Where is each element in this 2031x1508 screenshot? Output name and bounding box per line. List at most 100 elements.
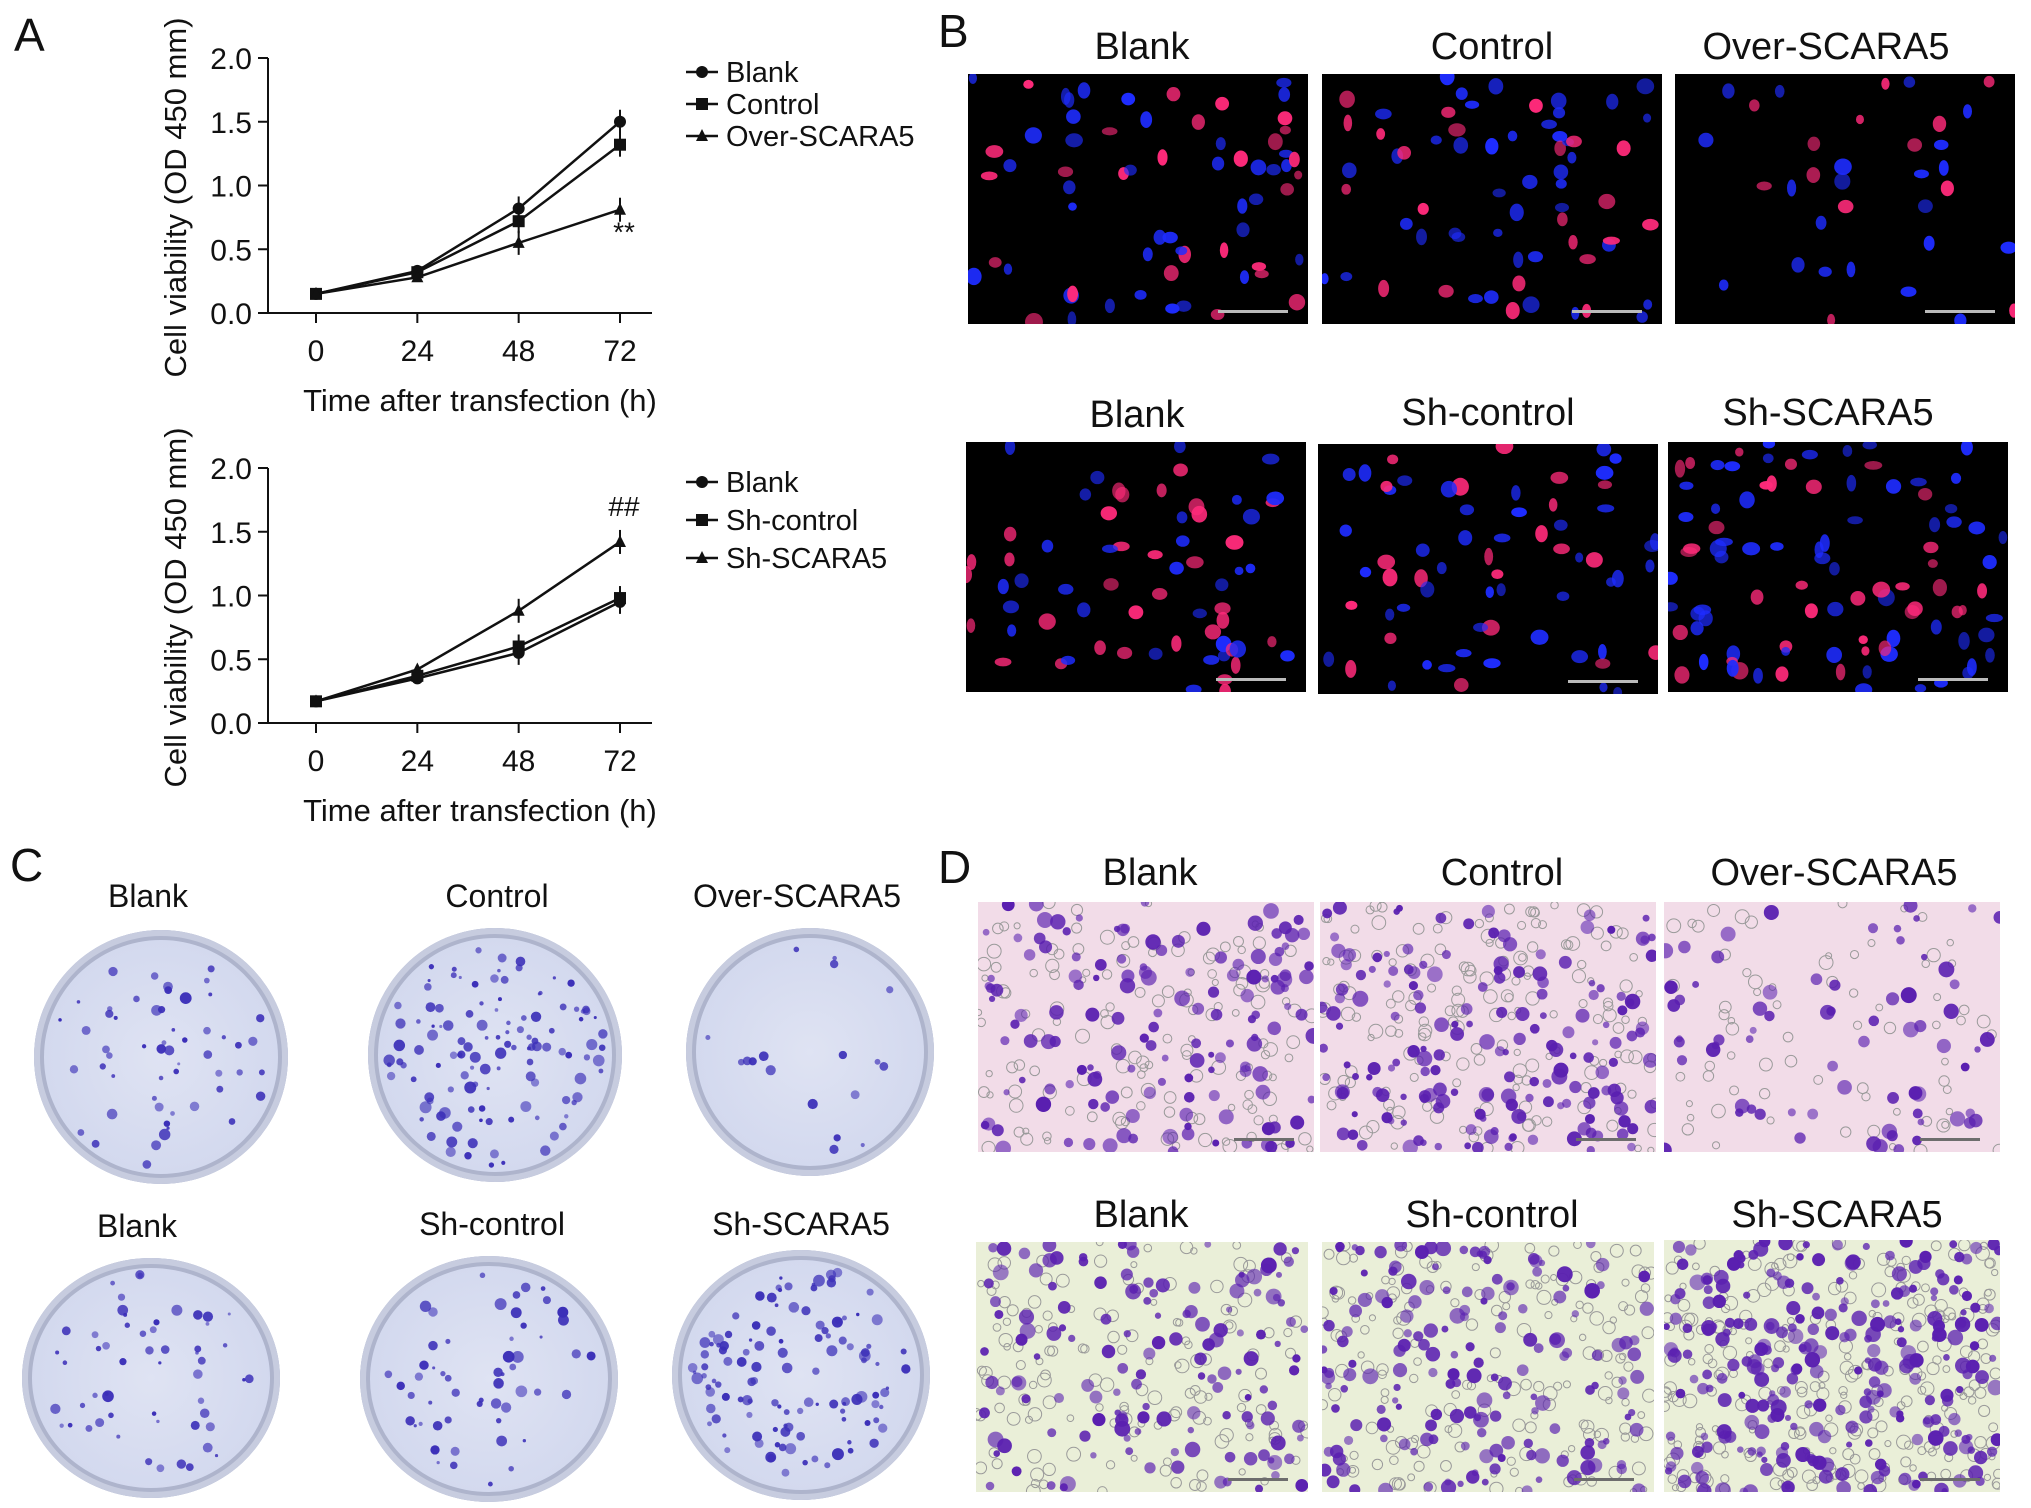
stained-cell [1715,1332,1730,1347]
colony-dot [552,976,556,980]
stained-cell [1953,1275,1963,1285]
cell-nucleus [1846,261,1856,278]
stained-cell [995,1386,1005,1396]
stained-cell [1961,1290,1973,1302]
stained-cell [1224,1451,1236,1463]
stained-cell [1478,1245,1491,1258]
membrane-pore [1042,1310,1053,1321]
membrane-pore [1525,1058,1540,1073]
cell-nucleus [1900,286,1917,297]
stained-cell [1290,1115,1305,1130]
membrane-pore [1618,1301,1629,1312]
membrane-pore [1136,1101,1146,1111]
colony-dot [826,1278,837,1288]
stained-cell [1488,927,1500,939]
membrane-pore [1458,961,1470,973]
stained-cell [1374,1245,1387,1259]
stained-cell [1588,989,1599,1001]
membrane-pore [1530,907,1540,918]
colony-dot [780,1426,791,1437]
colony-dot [829,1399,839,1409]
colony-dot [472,1081,479,1088]
colony-dot [207,965,215,973]
colony-dot [489,1149,499,1159]
stained-cell [1195,1316,1210,1332]
stained-cell [1934,1482,1949,1492]
micrograph-texture [384,1272,596,1487]
stained-cell [1322,1345,1328,1354]
stained-cell [1046,1326,1062,1341]
stained-cell [1616,1128,1629,1141]
colony-dot [235,1041,242,1049]
membrane-pore [1464,964,1477,977]
cell-nucleus [1068,202,1077,211]
stained-cell [1300,1325,1308,1333]
stained-cell [1796,1253,1804,1261]
membrane-pore [1720,1474,1730,1484]
stained-cell [1762,984,1778,1000]
colony-dot [497,953,507,963]
colony-dot [416,1019,421,1024]
colony-dot [463,1042,473,1052]
cell-nucleus [1982,555,1997,570]
membrane-pore [1099,1377,1115,1392]
cell-nucleus [1930,619,1942,635]
stained-cell [1035,1096,1052,1112]
stained-cell [985,983,996,993]
colony-dot [879,1404,884,1410]
colony-dot [586,1351,596,1361]
stained-cell [1602,1437,1610,1445]
membrane-pore [1184,1340,1193,1350]
cell-nucleus [1250,159,1267,176]
stained-cell [982,928,990,936]
colony-dot [771,1399,779,1407]
stained-cell [983,1278,994,1289]
stained-cell [1138,965,1153,979]
stained-cell [1900,987,1917,1004]
stained-cell [1271,1471,1280,1480]
colony-dot [199,1408,210,1418]
stained-cell [1340,959,1352,971]
stained-cell [1677,1474,1692,1489]
colony-dot [838,1336,847,1345]
membrane-pore [1413,1357,1422,1366]
colony-dot [208,992,213,997]
stained-cell [1912,1135,1922,1146]
membrane-pore [1253,1115,1264,1126]
stained-cell [1449,1408,1465,1424]
colony-dot [110,1280,115,1286]
membrane-pore [1917,1446,1927,1456]
stained-cell [1908,1259,1923,1274]
stained-cell [995,1140,1012,1152]
colony-dot [479,1272,486,1279]
stained-cell [1965,1433,1973,1441]
colony-plate-control [368,928,622,1182]
colony-dot [203,1026,211,1035]
membrane-pore [1634,1144,1642,1152]
stained-cell [1586,1146,1595,1152]
stained-cell [992,1264,1009,1281]
stained-cell [1184,1073,1194,1083]
membrane-pore [1542,1386,1558,1401]
membrane-pore [1238,1468,1246,1476]
stained-cell [1639,1301,1654,1316]
colony-dot [458,975,462,980]
stained-cell [1028,1263,1044,1278]
membrane-pore [1235,977,1249,990]
cell-nucleus [966,618,976,633]
colony-dot [149,1326,157,1334]
membrane-pore [978,1017,986,1028]
stained-cell [1286,1316,1296,1327]
membrane-pore [1463,970,1477,984]
data-point [411,270,424,283]
cell-nucleus [1598,193,1616,210]
membrane-pore [1941,1057,1949,1066]
colony-dot [195,1351,199,1355]
colony-dot [182,1037,188,1043]
colony-dot [163,1120,171,1127]
colony-dot [598,1068,604,1074]
colony-dot [583,1054,591,1061]
stained-cell [1754,1424,1770,1440]
scale-bar [1218,310,1288,313]
stained-cell [1627,1123,1639,1135]
